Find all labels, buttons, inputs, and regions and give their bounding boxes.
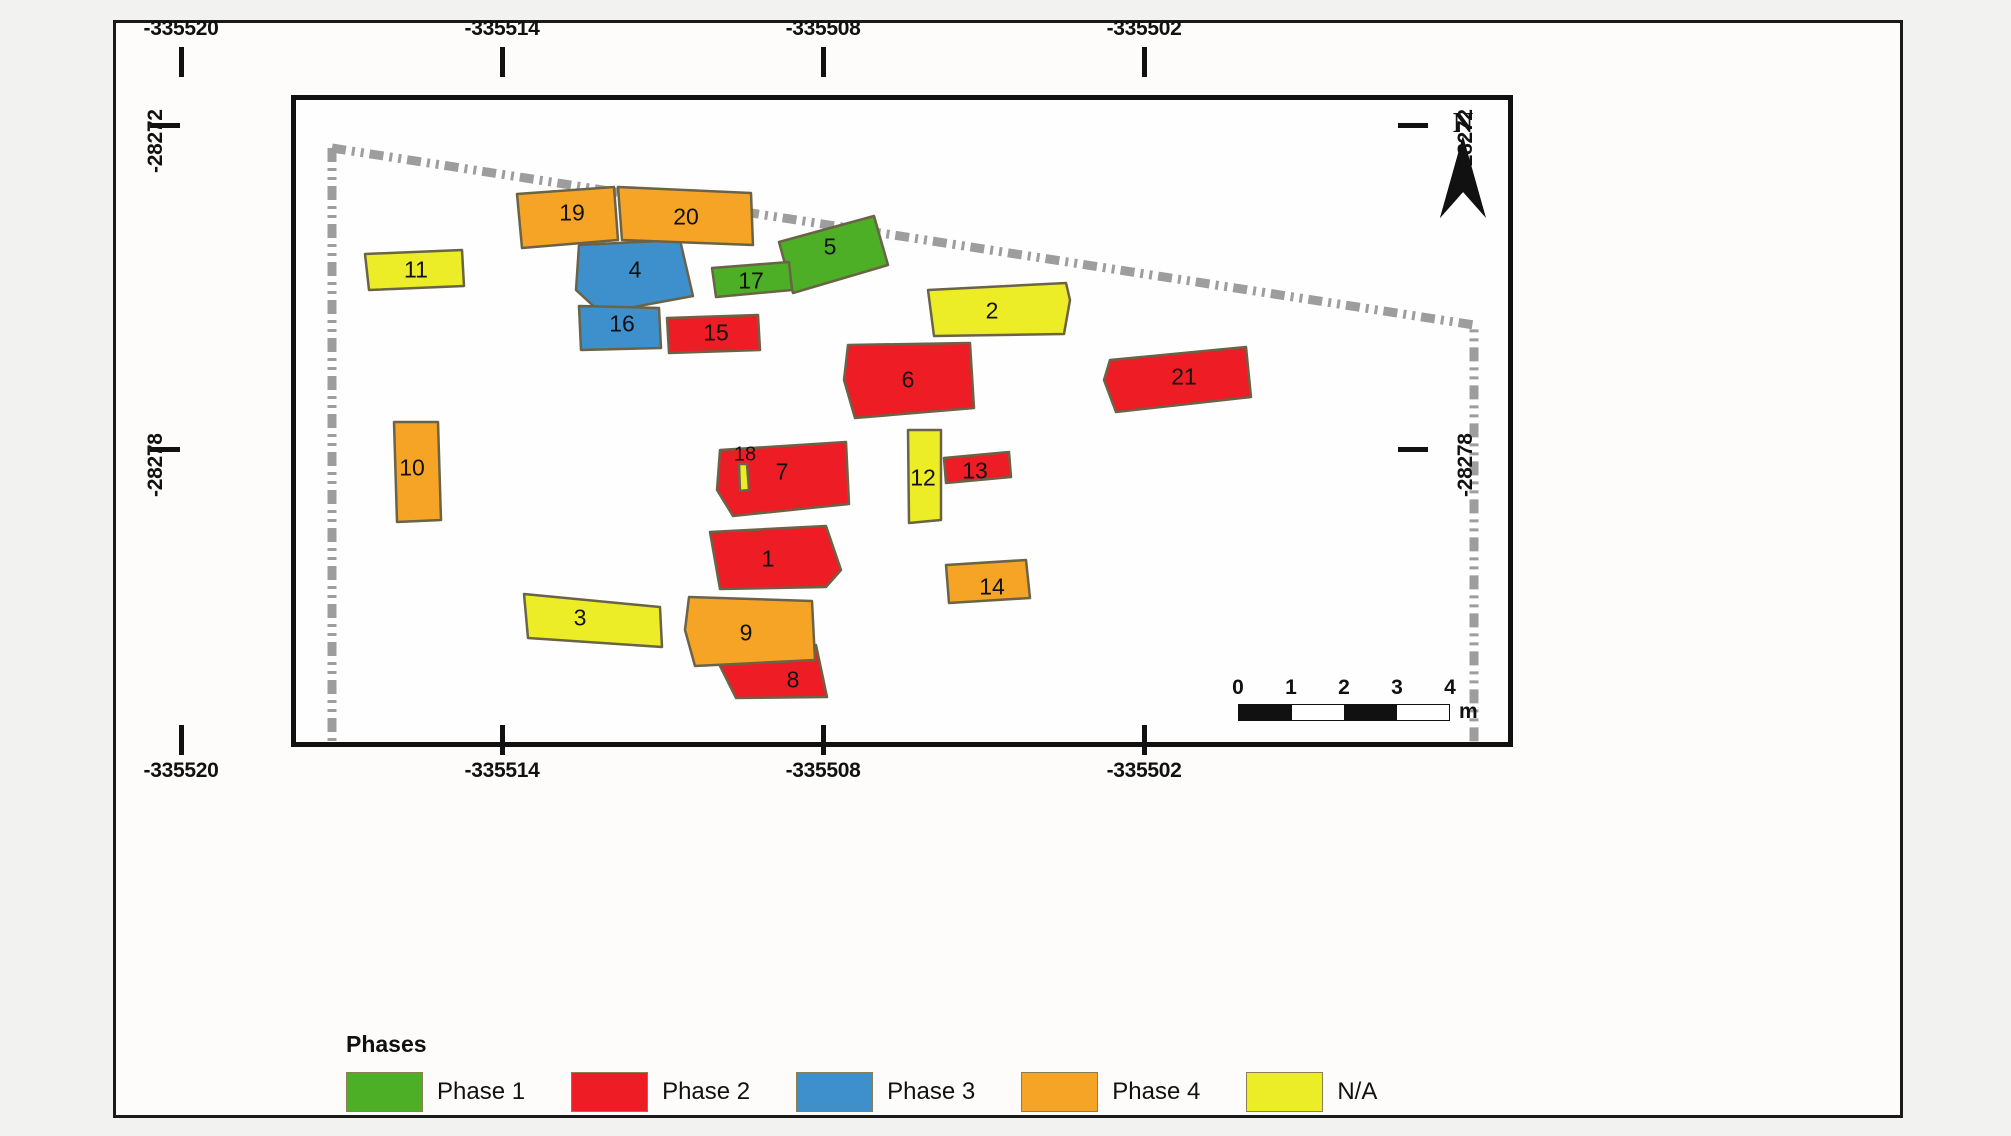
legend-swatch-1 <box>346 1072 423 1112</box>
legend-item-phase-2[interactable]: Phase 2 <box>571 1072 750 1112</box>
feature-polygon-15[interactable] <box>665 313 762 355</box>
scale-tick-0: 0 <box>1232 676 1244 699</box>
x-axis-label-top-2: -335508 <box>785 17 861 40</box>
feature-polygon-11[interactable] <box>363 248 466 292</box>
feature-polygon-12[interactable] <box>906 428 943 525</box>
feature-polygon-20[interactable] <box>616 185 755 247</box>
scale-bar-unit: m <box>1459 700 1478 723</box>
legend-label-2: Phase 2 <box>662 1078 751 1105</box>
scale-segment-2 <box>1344 704 1397 720</box>
x-tick-bottom-0 <box>179 725 184 755</box>
feature-polygon-10[interactable] <box>392 420 443 524</box>
legend-swatch-4 <box>1021 1072 1099 1112</box>
y-axis-label-left-0: -28272 <box>144 109 167 174</box>
legend-label-1: Phase 1 <box>437 1078 526 1105</box>
x-axis-label-bottom-2: -335508 <box>785 759 861 782</box>
legend-swatch-2 <box>571 1072 649 1112</box>
feature-polygon-6[interactable] <box>842 341 976 420</box>
legend-label-5: N/A <box>1337 1078 1378 1105</box>
y-tick-right-0 <box>1398 123 1428 129</box>
scale-tick-1: 1 <box>1285 676 1297 699</box>
scale-segment-0 <box>1239 704 1292 720</box>
feature-polygon-18[interactable] <box>737 462 751 493</box>
legend-label-3: Phase 3 <box>887 1078 976 1105</box>
y-axis-label-right-1: -28278 <box>1454 433 1477 498</box>
y-axis-label-right-0: -28272 <box>1454 109 1477 174</box>
x-axis-label-bottom-1: -335514 <box>464 759 540 782</box>
x-axis-label-top-1: -335514 <box>464 17 540 40</box>
legend: Phases Phase 1 Phase 2 Phase 3 Phase 4 N/A <box>346 1031 1446 1112</box>
legend-item-phase-4[interactable]: Phase 4 <box>1021 1072 1200 1112</box>
feature-polygon-13[interactable] <box>942 450 1013 485</box>
x-axis-label-bottom-3: -335502 <box>1106 759 1182 782</box>
y-axis-label-left-1: -28278 <box>144 433 167 498</box>
feature-polygon-14[interactable] <box>944 558 1032 605</box>
x-tick-bottom-2 <box>821 725 827 755</box>
scale-bar-ticks: 0 1 2 3 4 <box>1232 676 1486 700</box>
scale-bar-track <box>1238 703 1450 721</box>
feature-polygon-layer <box>363 185 1253 700</box>
feature-polygon-9[interactable] <box>683 595 817 668</box>
x-tick-top-1 <box>500 47 506 77</box>
scale-bar: 0 1 2 3 4 m <box>1232 676 1486 724</box>
scale-segment-3 <box>1396 704 1449 720</box>
legend-item-phase-1[interactable]: Phase 1 <box>346 1072 525 1112</box>
x-axis-label-bottom-0: -335520 <box>143 759 219 782</box>
legend-swatch-3 <box>796 1072 874 1112</box>
x-axis-label-top-0: -335520 <box>143 17 219 40</box>
feature-polygon-19[interactable] <box>515 185 620 250</box>
feature-polygon-21[interactable] <box>1102 345 1253 414</box>
scale-segment-1 <box>1291 704 1344 720</box>
feature-polygon-7[interactable] <box>715 440 851 518</box>
scale-tick-3: 3 <box>1391 676 1403 699</box>
legend-item-n-a[interactable]: N/A <box>1246 1072 1377 1112</box>
feature-polygon-5[interactable] <box>777 214 890 295</box>
legend-swatch-5 <box>1246 1072 1324 1112</box>
x-tick-top-2 <box>821 47 827 77</box>
legend-item-phase-3[interactable]: Phase 3 <box>796 1072 975 1112</box>
feature-polygon-2[interactable] <box>926 281 1072 338</box>
legend-title: Phases <box>346 1031 427 1057</box>
legend-items: Phase 1 Phase 2 Phase 3 Phase 4 N/A <box>346 1072 1446 1112</box>
feature-polygon-16[interactable] <box>577 304 663 352</box>
north-arrow-label: N <box>1452 108 1474 139</box>
legend-label-4: Phase 4 <box>1112 1078 1201 1105</box>
x-tick-bottom-3 <box>1142 725 1148 755</box>
y-tick-left-0 <box>150 123 180 129</box>
scale-tick-4: 4 <box>1444 676 1456 699</box>
north-arrow-icon: N <box>1434 108 1492 218</box>
feature-polygon-17[interactable] <box>710 260 794 299</box>
y-tick-right-1 <box>1398 447 1428 453</box>
feature-polygon-1[interactable] <box>708 524 843 591</box>
feature-polygon-4[interactable] <box>574 238 695 315</box>
x-axis-label-top-3: -335502 <box>1106 17 1182 40</box>
feature-polygon-3[interactable] <box>522 592 664 649</box>
x-tick-top-3 <box>1142 47 1148 77</box>
y-tick-left-1 <box>150 447 180 453</box>
x-tick-bottom-1 <box>500 725 506 755</box>
x-tick-top-0 <box>179 47 184 77</box>
scale-tick-2: 2 <box>1338 676 1350 699</box>
